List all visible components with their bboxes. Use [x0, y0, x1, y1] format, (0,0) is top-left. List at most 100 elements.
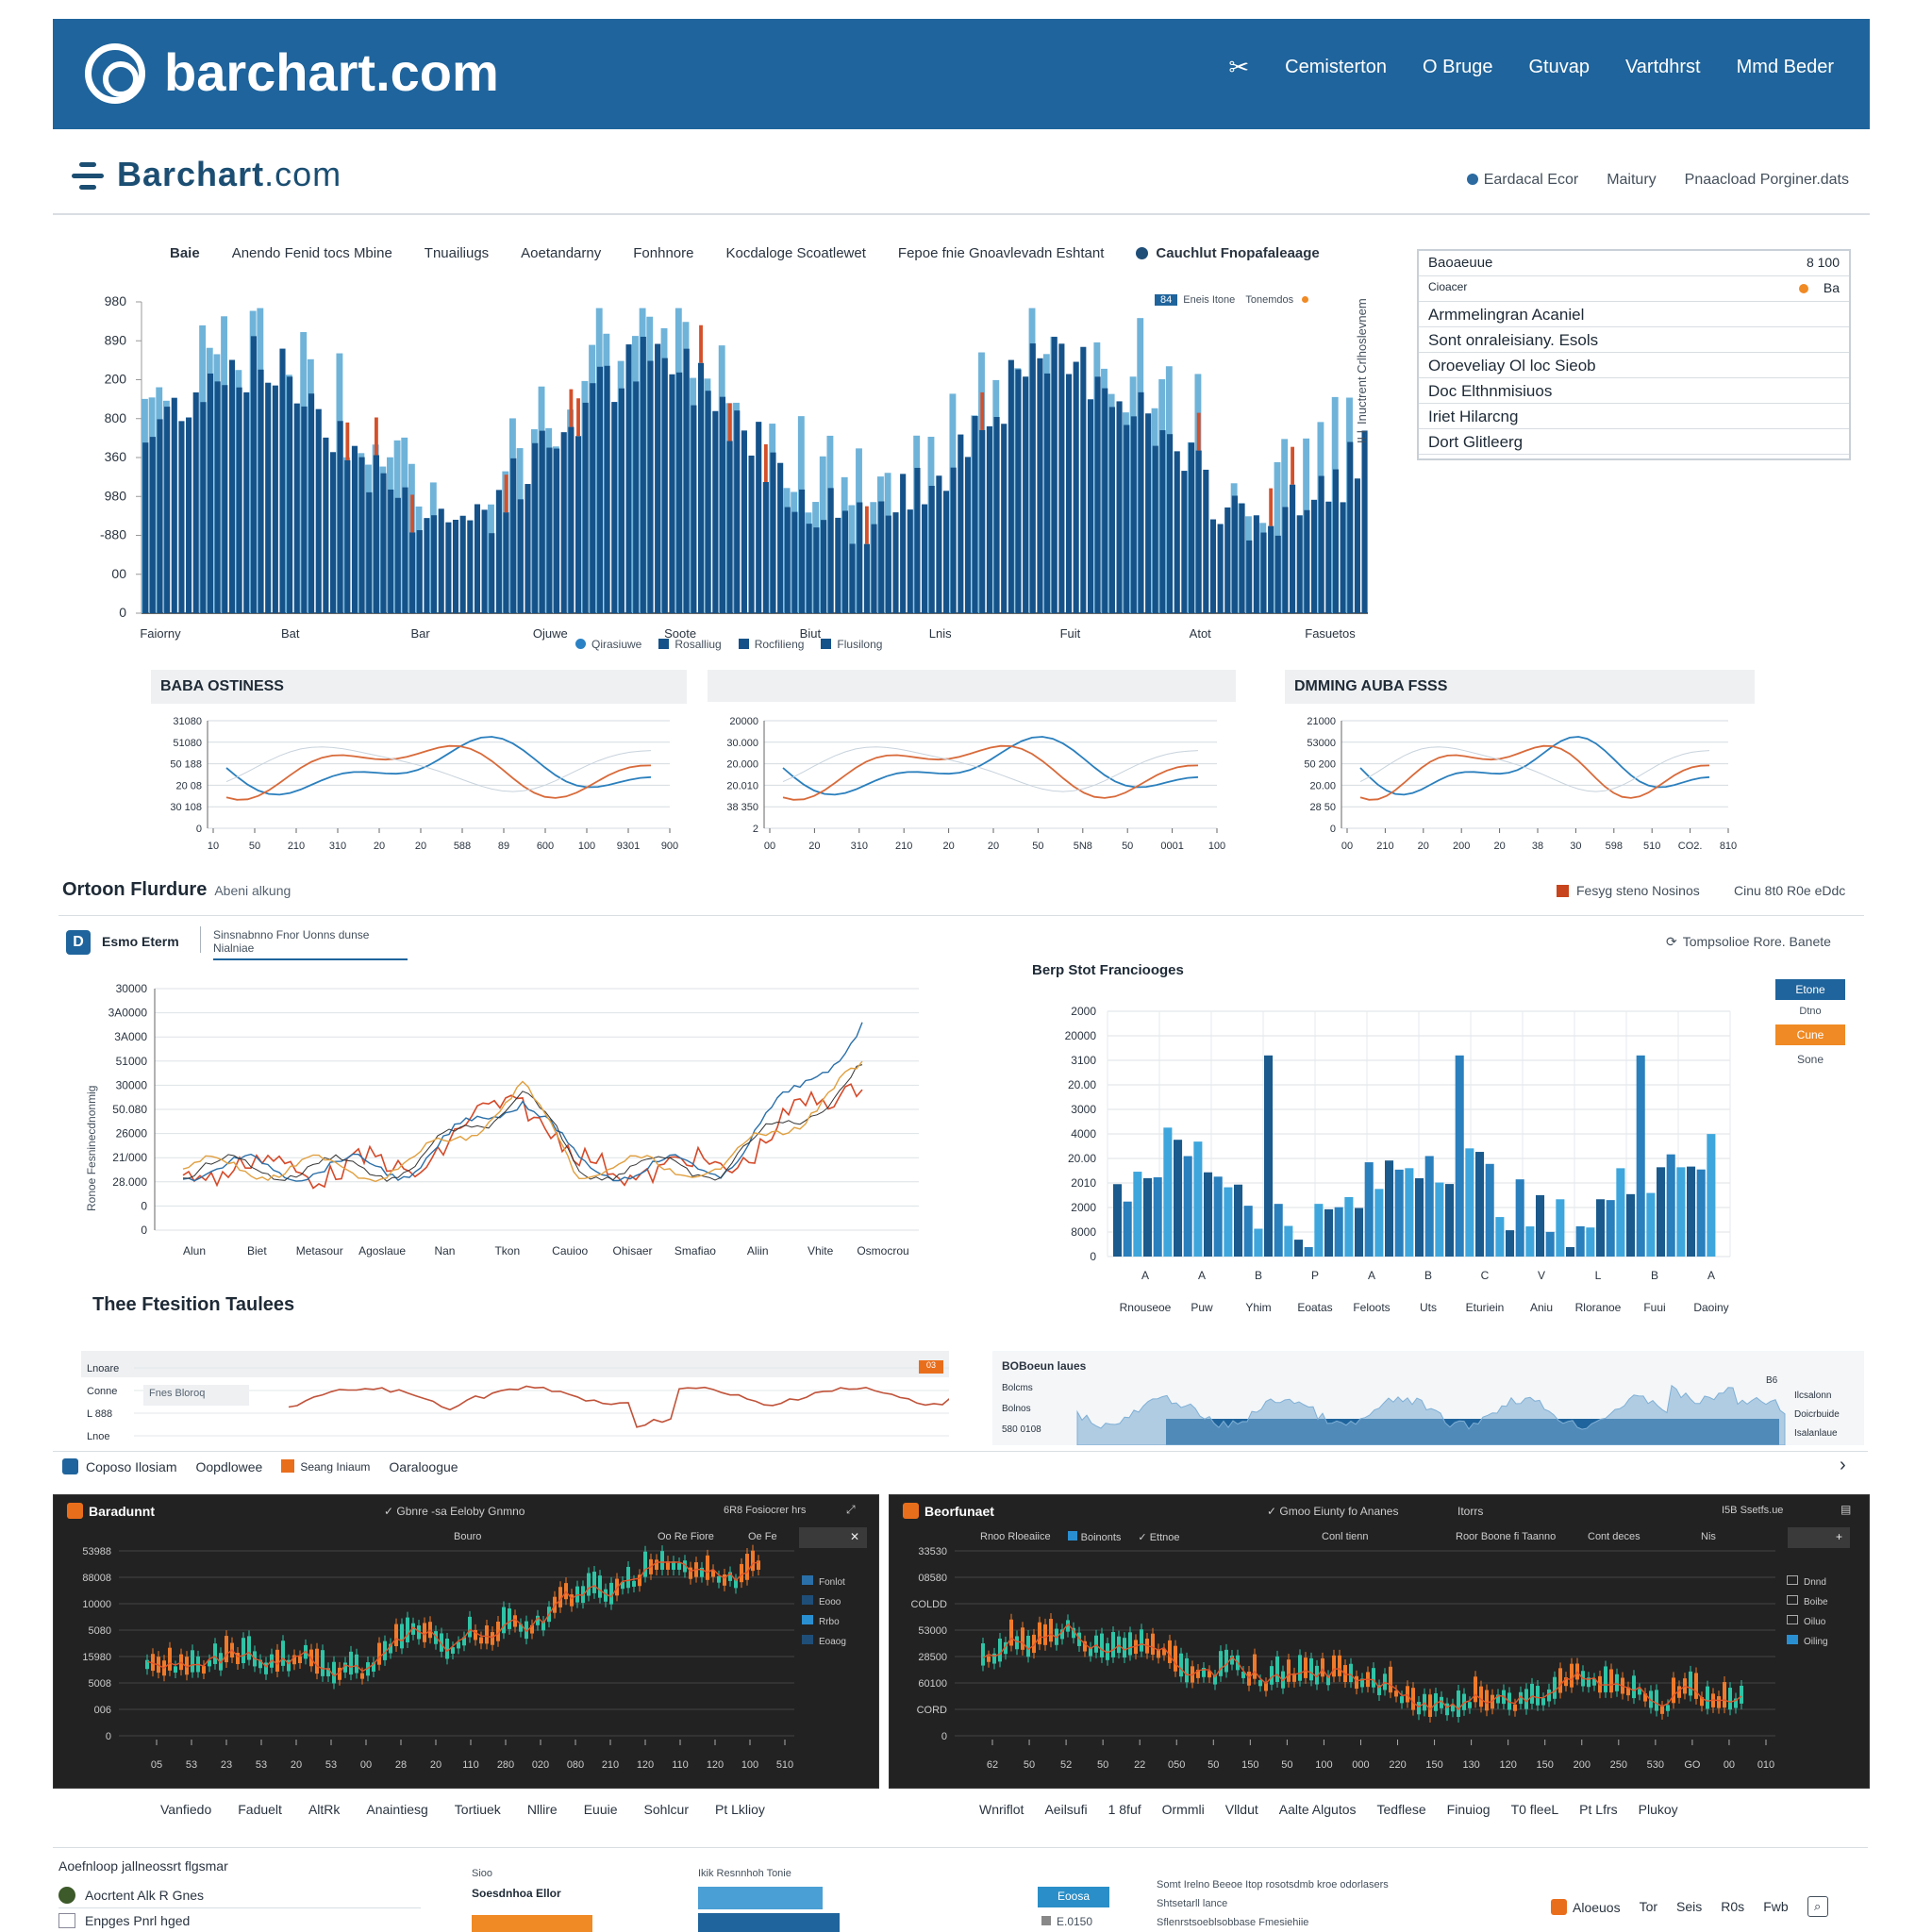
legend-item-3[interactable]: Rocfilieng	[738, 638, 804, 651]
legend-item-2[interactable]: Rosalliug	[658, 638, 722, 651]
dark-legend-item[interactable]: Oiluo	[1787, 1615, 1828, 1627]
series-line	[782, 736, 1199, 796]
bar-panel-button-3[interactable]: Cune	[1775, 1024, 1845, 1045]
add-icon[interactable]: +	[1788, 1527, 1850, 1548]
footer-item[interactable]: Vanfiedo	[160, 1802, 212, 1817]
bar	[900, 474, 907, 613]
dark-legend-item[interactable]: Eooo	[802, 1595, 846, 1607]
dark-sub-item[interactable]: Rnoo Rloeaiice	[980, 1531, 1051, 1542]
candle-body	[145, 1659, 149, 1670]
dark-legend-item[interactable]: Rrbo	[802, 1615, 846, 1627]
bottom-item-2[interactable]: Enpges Pnrl hged	[58, 1913, 190, 1928]
bar-panel-button-2[interactable]: Dtno	[1799, 1006, 1822, 1017]
footer-item[interactable]: Ormmli	[1161, 1802, 1205, 1817]
side-panel-row[interactable]: Armmelingran Acaniel	[1419, 302, 1849, 327]
bar-panel-button-1[interactable]: Etone	[1775, 979, 1845, 1000]
footer-item[interactable]: 1 8fuf	[1108, 1802, 1141, 1817]
tab-7[interactable]: Fepoe fnie Gnoavlevadn Eshtant	[897, 245, 1105, 261]
legend-item-4[interactable]: Flusilong	[821, 638, 882, 651]
top-nav-item-2[interactable]: O Bruge	[1422, 57, 1493, 77]
dark-legend-item[interactable]: Fonlot	[802, 1575, 846, 1588]
subnav-item-1[interactable]: Eardacal Ecor	[1466, 172, 1578, 189]
footer-item[interactable]: AltRk	[308, 1802, 341, 1817]
bottom-action-button[interactable]: Eoosa	[1038, 1887, 1109, 1907]
side-panel-row[interactable]: Oroeveliay Ol loc Sieob	[1419, 353, 1849, 378]
footer-item[interactable]: Pt Lklioy	[714, 1802, 765, 1817]
dark-legend-item[interactable]: Boibe	[1787, 1595, 1828, 1607]
dark-panel-2-footer: Wnriflot Aeilsufi 1 8fuf Ormmli Vlldut A…	[979, 1802, 1678, 1817]
tab-2[interactable]: Anendo Fenid tocs Mbine	[231, 245, 392, 261]
side-panel-row[interactable]: Iriet Hilarcng	[1419, 404, 1849, 429]
tab-6[interactable]: Kocdaloge Scoatlewet	[725, 245, 866, 261]
site-logo-text[interactable]: barchart.com	[164, 42, 499, 102]
tools-icon[interactable]: ✂	[1228, 53, 1250, 81]
footer-item[interactable]: Pt Lfrs	[1579, 1802, 1618, 1817]
candle-body	[1411, 1688, 1415, 1710]
footer-item[interactable]: Tedflese	[1376, 1802, 1426, 1817]
toolbar-item-4[interactable]: Oaraloogue	[389, 1458, 458, 1474]
footer-item[interactable]: Tortiuek	[454, 1802, 501, 1817]
dark-panel-settings-icon[interactable]: ▤	[1840, 1503, 1852, 1516]
bar-panel-button-4[interactable]: Sone	[1796, 1053, 1824, 1066]
footer-item[interactable]: Euuie	[583, 1802, 618, 1817]
close-icon[interactable]: ✕	[799, 1527, 867, 1548]
footer-item[interactable]: Anaintiesg	[366, 1802, 428, 1817]
bottom-nav-item[interactable]: Aloeuos	[1551, 1898, 1621, 1915]
dark-panel-right: I5B Ssetfs.ue	[1722, 1505, 1784, 1516]
tab-1[interactable]: Baie	[170, 245, 200, 261]
tab-8[interactable]: Cauchlut Fnopafaleaage	[1136, 245, 1319, 261]
y-tick-label: CORD	[917, 1705, 947, 1716]
subnav-item-3[interactable]: Pnaacload Porginer.dats	[1684, 172, 1849, 188]
footer-item[interactable]: Nllire	[526, 1802, 558, 1817]
bar	[525, 484, 531, 613]
subnav-item-2[interactable]: Maitury	[1607, 172, 1657, 188]
secondary-logo[interactable]: Barchart.com	[117, 155, 341, 194]
dark-legend-item[interactable]: Dnnd	[1787, 1575, 1828, 1588]
dark-sub-item[interactable]: ✓ Ettnoe	[1138, 1532, 1180, 1543]
side-panel-row[interactable]: Sont onraleisiany. Esols	[1419, 327, 1849, 353]
y-tick-label: 28500	[918, 1652, 947, 1663]
bottom-nav-item[interactable]: Fwb	[1763, 1899, 1789, 1914]
tab-link[interactable]: Sinsnabnno Fnor Uonns dunse Nialniae	[213, 928, 408, 960]
dark-panel-expand-icon[interactable]: ⤢	[846, 1503, 856, 1516]
bar-chart-top-link[interactable]: ⟳ Tompsolioe Rore. Banete	[1666, 934, 1831, 949]
footer-item[interactable]: T0 fleeL	[1510, 1802, 1559, 1817]
footer-item[interactable]: Plukoy	[1638, 1802, 1678, 1817]
y-tick-label: 360	[105, 449, 127, 464]
footer-item[interactable]: Vlldut	[1224, 1802, 1258, 1817]
legend-item-1[interactable]: Qirasiuwe	[575, 638, 641, 651]
footer-item[interactable]: Wnriflot	[979, 1802, 1024, 1817]
top-nav-item-4[interactable]: Vartdhrst	[1624, 57, 1701, 77]
candle-body	[264, 1662, 268, 1674]
bottom-item-1[interactable]: Aocrtent Alk R Gnes	[58, 1887, 204, 1904]
dark-sub-item[interactable]: Boinonts	[1067, 1531, 1121, 1543]
bottom-nav-item[interactable]: R0s	[1721, 1899, 1745, 1914]
tab-3[interactable]: Tnuailiugs	[424, 245, 490, 261]
tab-4[interactable]: Aoetandarny	[521, 245, 602, 261]
toolbar-item-1[interactable]: Coposo Ilosiam	[62, 1458, 177, 1474]
top-nav-item-3[interactable]: Gtuvap	[1528, 57, 1590, 77]
footer-item[interactable]: Finuiog	[1446, 1802, 1491, 1817]
tab-active[interactable]: Esmo Eterm	[102, 934, 179, 949]
dark-legend-item[interactable]: Eoaog	[802, 1635, 846, 1647]
toolbar-item-2[interactable]: Oopdlowee	[195, 1458, 263, 1474]
bottom-nav-item[interactable]: Tor	[1639, 1899, 1658, 1914]
top-nav-item-5[interactable]: Mmd Beder	[1736, 57, 1834, 77]
footer-item[interactable]: Faduelt	[238, 1802, 282, 1817]
barchart-logo-icon[interactable]	[85, 43, 145, 104]
side-panel-row[interactable]: Dort Glitleerg	[1419, 429, 1849, 455]
y-tick-label: COLDD	[910, 1599, 947, 1610]
search-icon[interactable]: ⌕	[1807, 1896, 1828, 1917]
bottom-nav-item[interactable]: Seis	[1676, 1899, 1703, 1914]
chevron-right-icon[interactable]: ›	[1840, 1455, 1846, 1475]
x-tick-label: 10	[208, 841, 219, 852]
y-tick-label: 31080	[173, 716, 202, 727]
footer-item[interactable]: Aeilsufi	[1044, 1802, 1088, 1817]
top-nav-item-1[interactable]: Cemisterton	[1285, 57, 1387, 77]
footer-item[interactable]: Aalte Algutos	[1278, 1802, 1357, 1817]
footer-item[interactable]: Sohlcur	[643, 1802, 689, 1817]
side-panel-row[interactable]: Doc Elthnmisiuos	[1419, 378, 1849, 404]
dark-legend-item[interactable]: Oiling	[1787, 1635, 1828, 1647]
tab-5[interactable]: Fonhnore	[633, 245, 694, 261]
toolbar-item-3[interactable]: Seang Iniaum	[281, 1459, 370, 1474]
